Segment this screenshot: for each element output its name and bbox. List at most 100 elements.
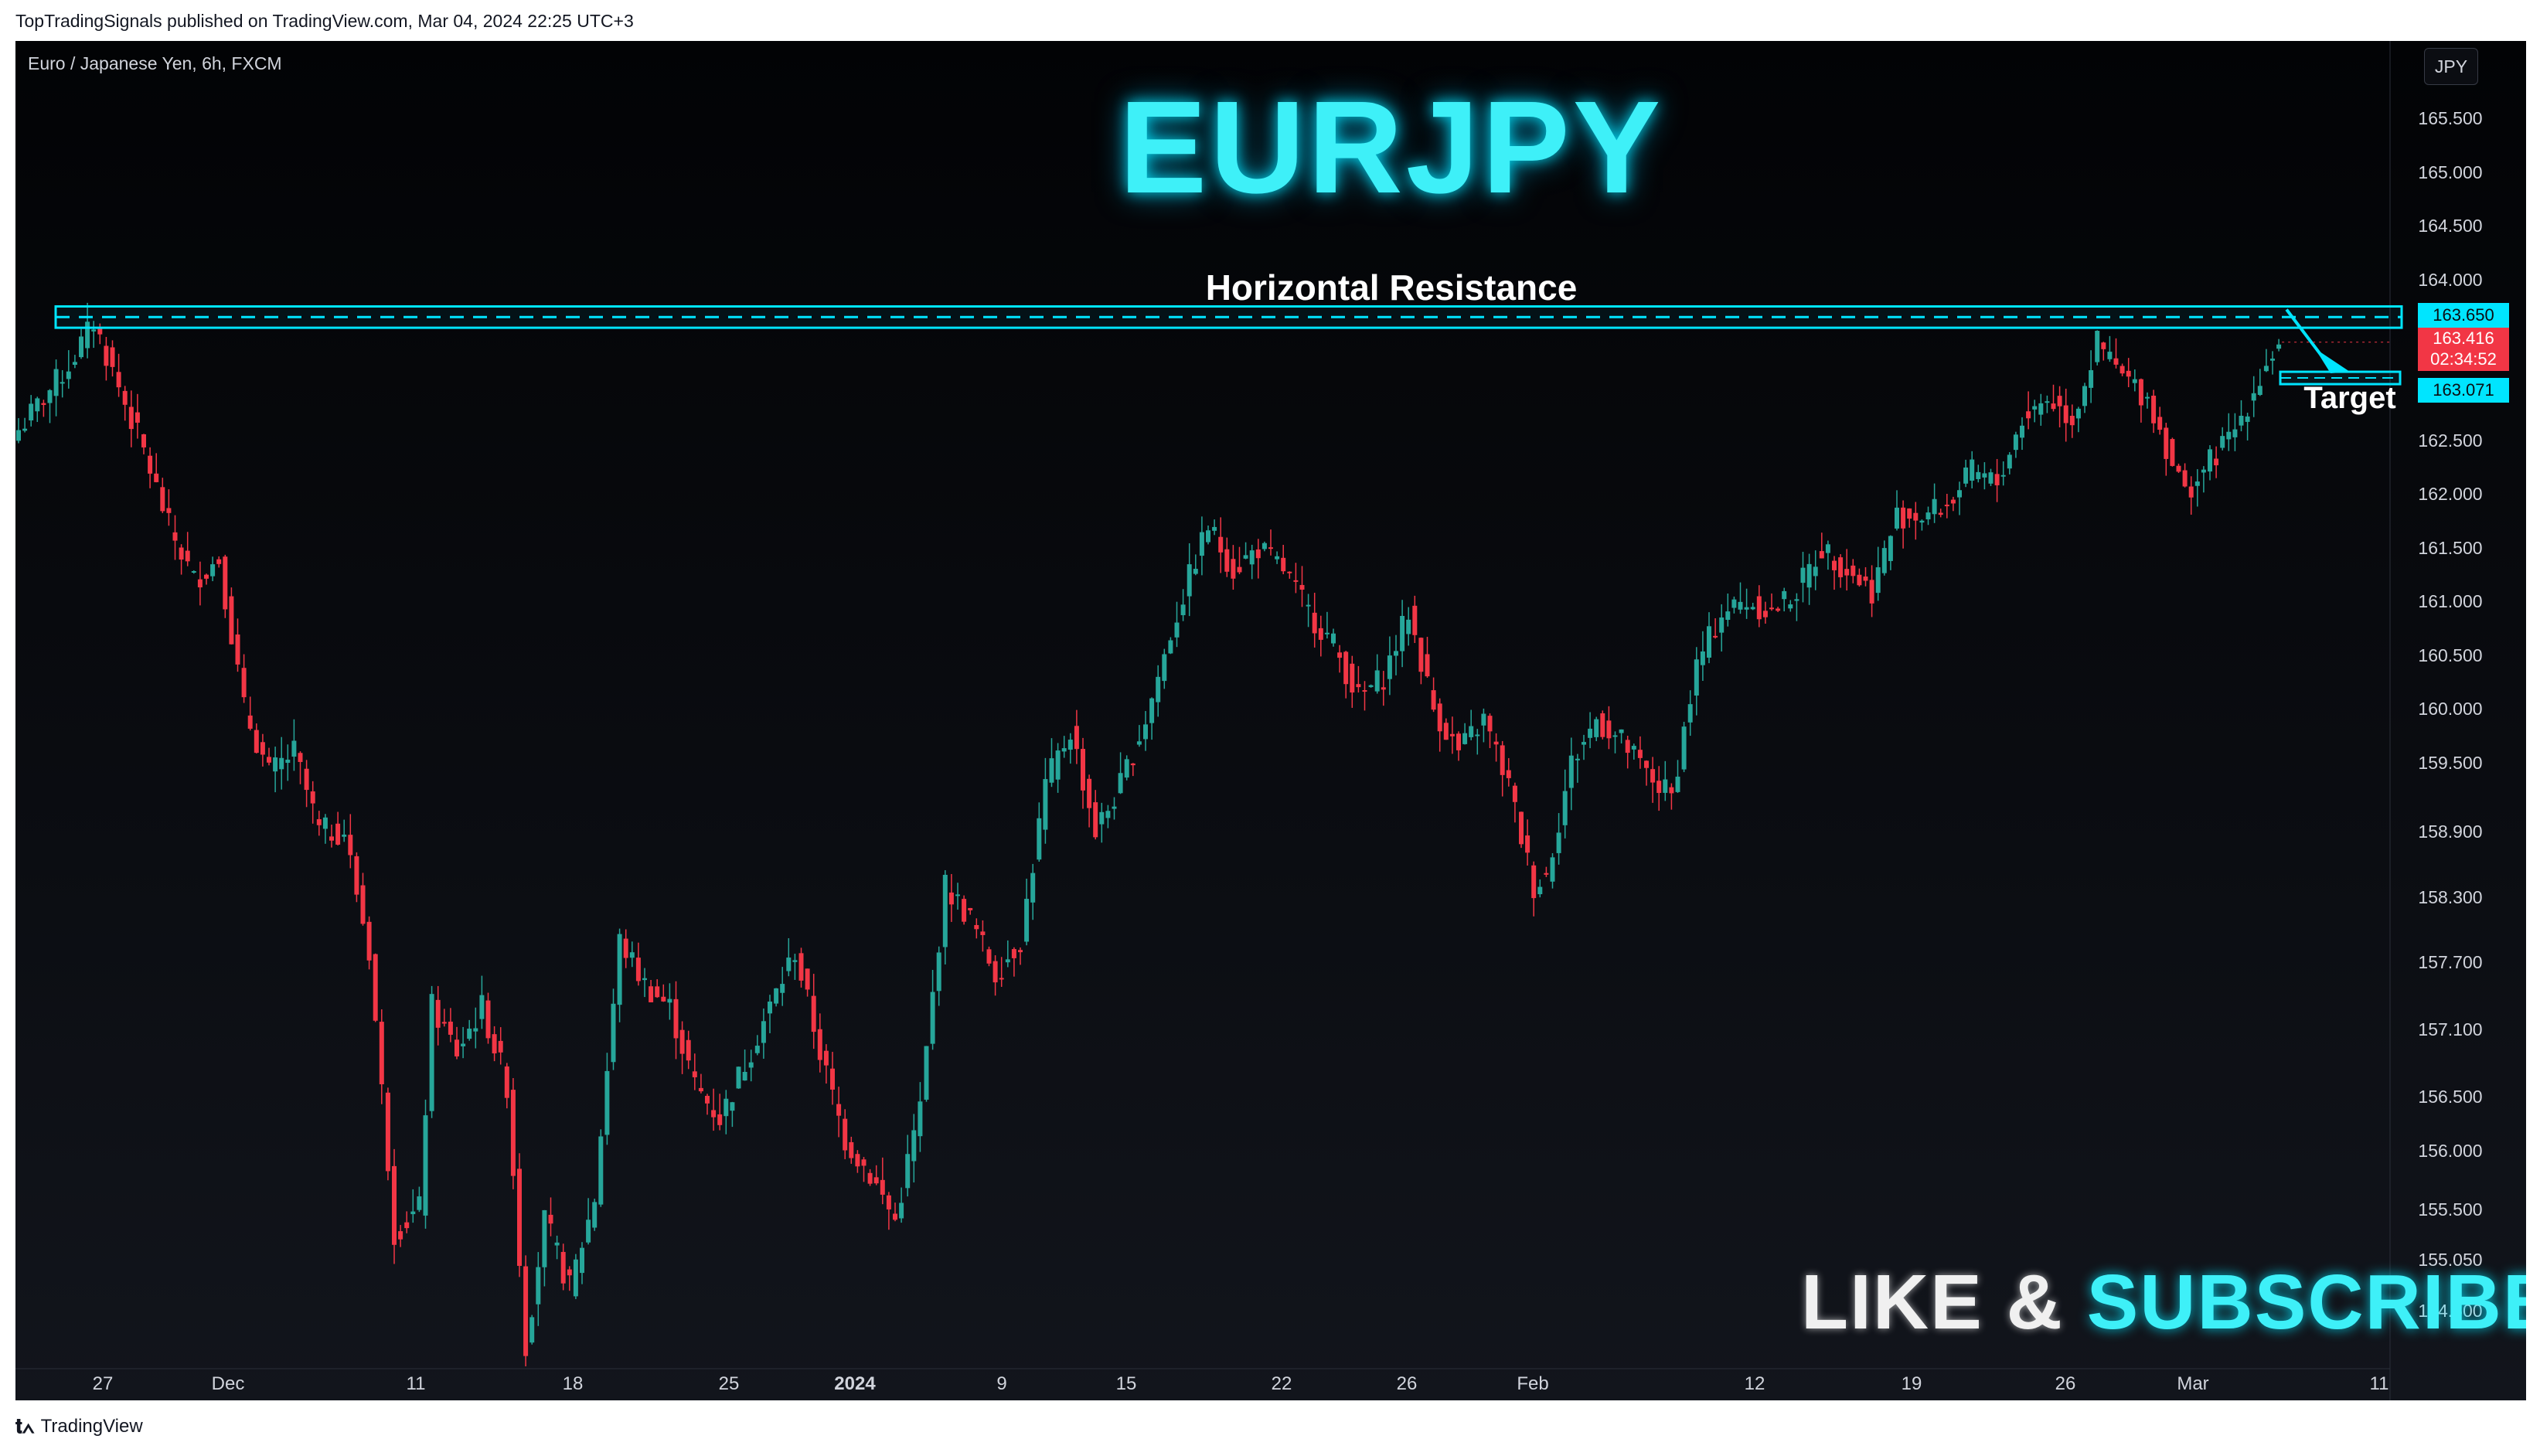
- candle-body: [823, 1050, 829, 1066]
- candle-body: [229, 596, 234, 645]
- y-tick-label: 162.500: [2418, 430, 2482, 451]
- candle-body: [1212, 526, 1217, 531]
- candle-body: [379, 1022, 384, 1084]
- candle-body: [110, 347, 115, 367]
- candle-body: [1350, 663, 1355, 693]
- candle-body: [1594, 719, 1599, 737]
- y-tick-label: 160.500: [2418, 645, 2482, 665]
- candle-body: [1168, 640, 1173, 654]
- candle-body: [1118, 773, 1123, 794]
- candle-body: [1963, 467, 1969, 484]
- candle-body: [2270, 359, 2275, 361]
- candle-body: [1806, 563, 1812, 588]
- candle-body: [667, 998, 672, 1003]
- y-tick-label: 165.500: [2418, 108, 2482, 128]
- candle-body: [2101, 342, 2106, 349]
- candle-body: [1475, 734, 1480, 737]
- candle-body: [523, 1266, 529, 1356]
- candle-body: [1081, 749, 1085, 791]
- candle-body: [580, 1247, 584, 1274]
- candle-body: [1030, 873, 1036, 903]
- chart-area[interactable]: 165.500165.000164.500164.000163.500163.0…: [15, 41, 2526, 1400]
- candle-body: [529, 1317, 535, 1343]
- candle-body: [2208, 449, 2212, 472]
- candle-body: [1024, 899, 1030, 942]
- candle-body: [316, 819, 322, 825]
- candle-body: [1193, 569, 1198, 574]
- candle-body: [485, 1000, 491, 1039]
- candle-body: [1156, 676, 1161, 702]
- symbol-legend: Euro / Japanese Yen, 6h, FXCM: [28, 53, 282, 73]
- candle-body: [498, 1040, 503, 1053]
- candle-body: [260, 742, 265, 755]
- candle-body: [811, 995, 816, 1032]
- candle-body: [410, 1211, 416, 1215]
- candle-body: [1412, 605, 1418, 635]
- x-tick-label: Dec: [212, 1373, 245, 1394]
- candle-body: [1299, 584, 1305, 590]
- candle-body: [392, 1165, 397, 1245]
- x-tick-label: 18: [563, 1373, 584, 1394]
- candle-body: [366, 921, 372, 961]
- candlestick-chart[interactable]: 165.500165.000164.500164.000163.500163.0…: [15, 41, 2526, 1400]
- x-tick-label: Mar: [2177, 1373, 2208, 1394]
- candle-body: [285, 759, 291, 764]
- candle-body: [1374, 670, 1380, 692]
- x-tick-label: 22: [1272, 1373, 1292, 1394]
- candle-body: [754, 1046, 760, 1053]
- candle-body: [1575, 758, 1580, 760]
- currency-button[interactable]: JPY: [2424, 48, 2478, 85]
- candle-body: [1437, 703, 1442, 732]
- x-tick-label: 11: [407, 1373, 426, 1394]
- candle-body: [843, 1118, 848, 1151]
- candle-body: [1180, 604, 1186, 616]
- y-tick-label: 158.300: [2418, 887, 2482, 907]
- candle-body: [999, 978, 1004, 980]
- y-tick-label: 161.000: [2418, 591, 2482, 611]
- candle-body: [1318, 628, 1323, 640]
- candle-body: [191, 570, 196, 573]
- candle-body: [2107, 352, 2113, 359]
- y-tick-label: 157.100: [2418, 1019, 2482, 1039]
- y-tick-label: 164.000: [2418, 270, 2482, 290]
- candle-body: [91, 329, 97, 332]
- candle-body: [1825, 544, 1830, 553]
- candle-body: [204, 574, 209, 579]
- candle-body: [1487, 716, 1493, 732]
- candle-body: [1588, 728, 1593, 738]
- y-tick-label: 156.000: [2418, 1141, 2482, 1161]
- candle-body: [686, 1039, 691, 1061]
- candle-body: [2051, 403, 2056, 410]
- candle-body: [1018, 950, 1023, 953]
- candle-body: [936, 952, 941, 992]
- candle-body: [1005, 959, 1010, 963]
- candle-body: [461, 1043, 466, 1046]
- candle-body: [148, 455, 153, 474]
- candle-body: [360, 885, 366, 924]
- x-tick-label: 9: [996, 1373, 1006, 1394]
- candle-body: [1425, 654, 1430, 677]
- candle-body: [1707, 626, 1711, 658]
- candle-body: [679, 1029, 685, 1054]
- candle-body: [905, 1154, 911, 1189]
- candle-body: [1957, 490, 1962, 498]
- candle-body: [1625, 740, 1630, 754]
- candle-body: [342, 834, 347, 837]
- candle-body: [1731, 599, 1737, 608]
- candle-body: [254, 730, 259, 754]
- candle-body: [47, 390, 53, 403]
- target-label: Target: [2303, 381, 2396, 415]
- x-tick-label: 26: [1397, 1373, 1418, 1394]
- candle-body: [1944, 505, 1949, 507]
- candle-body: [435, 999, 441, 1028]
- candle-body: [2063, 405, 2068, 424]
- candle-body: [385, 1092, 390, 1172]
- candle-body: [1099, 811, 1105, 825]
- x-tick-label: 25: [719, 1373, 740, 1394]
- candle-body: [1043, 779, 1048, 830]
- candle-body: [1249, 550, 1255, 565]
- candle-body: [2032, 406, 2038, 410]
- candle-body: [473, 1028, 478, 1032]
- candle-body: [1656, 781, 1662, 794]
- candle-body: [649, 986, 654, 1002]
